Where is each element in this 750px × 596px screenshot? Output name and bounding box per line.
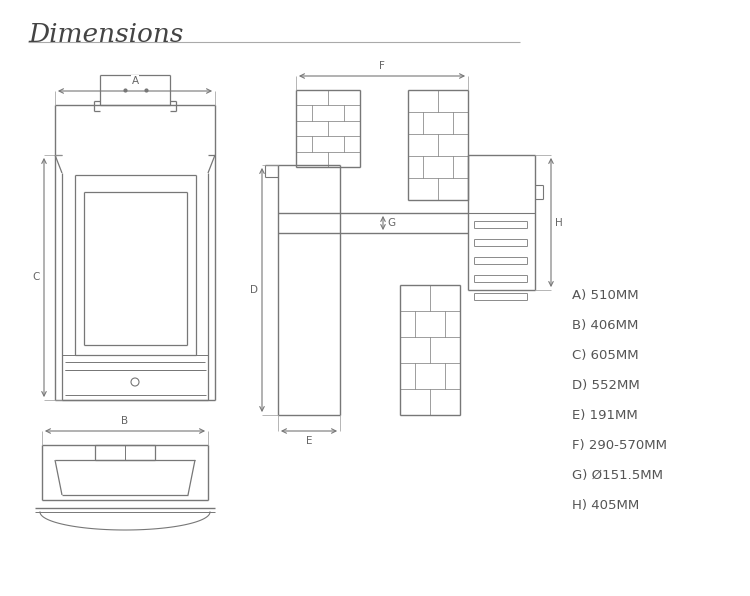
Text: F) 290-570MM: F) 290-570MM (572, 439, 667, 452)
Text: H) 405MM: H) 405MM (572, 498, 639, 511)
Text: G) Ø151.5MM: G) Ø151.5MM (572, 468, 663, 482)
Text: H: H (555, 218, 562, 228)
Text: B: B (122, 416, 128, 426)
Text: D: D (250, 285, 258, 295)
Text: A) 510MM: A) 510MM (572, 288, 638, 302)
Text: E) 191MM: E) 191MM (572, 408, 638, 421)
Text: G: G (387, 218, 395, 228)
Text: E: E (306, 436, 312, 446)
Text: C: C (33, 272, 40, 283)
Text: A: A (131, 76, 139, 86)
Text: Dimensions: Dimensions (28, 22, 183, 47)
Text: F: F (379, 61, 385, 71)
Text: C) 605MM: C) 605MM (572, 349, 638, 362)
Text: B) 406MM: B) 406MM (572, 318, 638, 331)
Text: D) 552MM: D) 552MM (572, 378, 640, 392)
